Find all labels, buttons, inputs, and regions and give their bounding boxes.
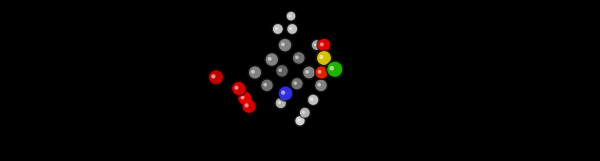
Point [317, 71, 326, 74]
Point [312, 44, 322, 46]
Point [317, 43, 326, 46]
Point [302, 71, 312, 73]
Point [262, 84, 272, 87]
Point [286, 15, 296, 17]
Point [278, 91, 288, 94]
Point [275, 69, 285, 71]
Point [294, 57, 304, 59]
Point [250, 71, 260, 74]
Point [273, 28, 283, 30]
Point [285, 14, 295, 17]
Point [330, 68, 340, 71]
Point [316, 84, 326, 87]
Point [300, 111, 310, 114]
Point [319, 44, 329, 46]
Point [238, 96, 247, 99]
Point [311, 43, 320, 46]
Point [319, 57, 329, 59]
Point [304, 71, 314, 74]
Point [286, 15, 296, 17]
Point [292, 82, 302, 85]
Point [286, 27, 296, 30]
Point [272, 27, 281, 30]
Point [292, 56, 302, 59]
Point [300, 111, 310, 114]
Point [240, 97, 250, 99]
Point [292, 82, 302, 85]
Point [250, 71, 260, 74]
Point [290, 82, 300, 84]
Point [308, 99, 318, 101]
Point [232, 86, 241, 89]
Point [319, 44, 329, 46]
Point [265, 58, 274, 60]
Point [234, 87, 244, 90]
Point [295, 119, 305, 122]
Point [280, 44, 290, 46]
Point [211, 76, 221, 79]
Point [260, 83, 270, 86]
Point [281, 92, 290, 95]
Point [314, 83, 324, 86]
Point [319, 57, 329, 59]
Point [262, 84, 272, 87]
Point [315, 71, 325, 73]
Point [294, 119, 304, 122]
Point [312, 44, 322, 46]
Point [209, 75, 218, 78]
Point [295, 119, 305, 122]
Point [287, 28, 297, 30]
Point [211, 76, 221, 79]
Point [267, 58, 277, 61]
Point [287, 28, 297, 30]
Point [248, 71, 258, 73]
Point [267, 58, 277, 61]
Point [242, 104, 251, 107]
Point [244, 105, 254, 108]
Point [316, 84, 326, 87]
Point [276, 102, 286, 104]
Point [330, 68, 340, 71]
Point [281, 92, 290, 95]
Point [278, 43, 287, 46]
Point [277, 70, 287, 72]
Point [299, 111, 308, 114]
Point [317, 71, 326, 74]
Point [234, 87, 244, 90]
Point [280, 44, 290, 46]
Point [240, 97, 250, 99]
Point [294, 57, 304, 59]
Point [275, 101, 284, 104]
Point [307, 98, 317, 101]
Point [276, 102, 286, 104]
Point [317, 56, 326, 58]
Point [277, 70, 287, 72]
Point [273, 28, 283, 30]
Point [304, 71, 314, 74]
Point [308, 99, 318, 101]
Point [327, 67, 337, 70]
Point [244, 105, 254, 108]
